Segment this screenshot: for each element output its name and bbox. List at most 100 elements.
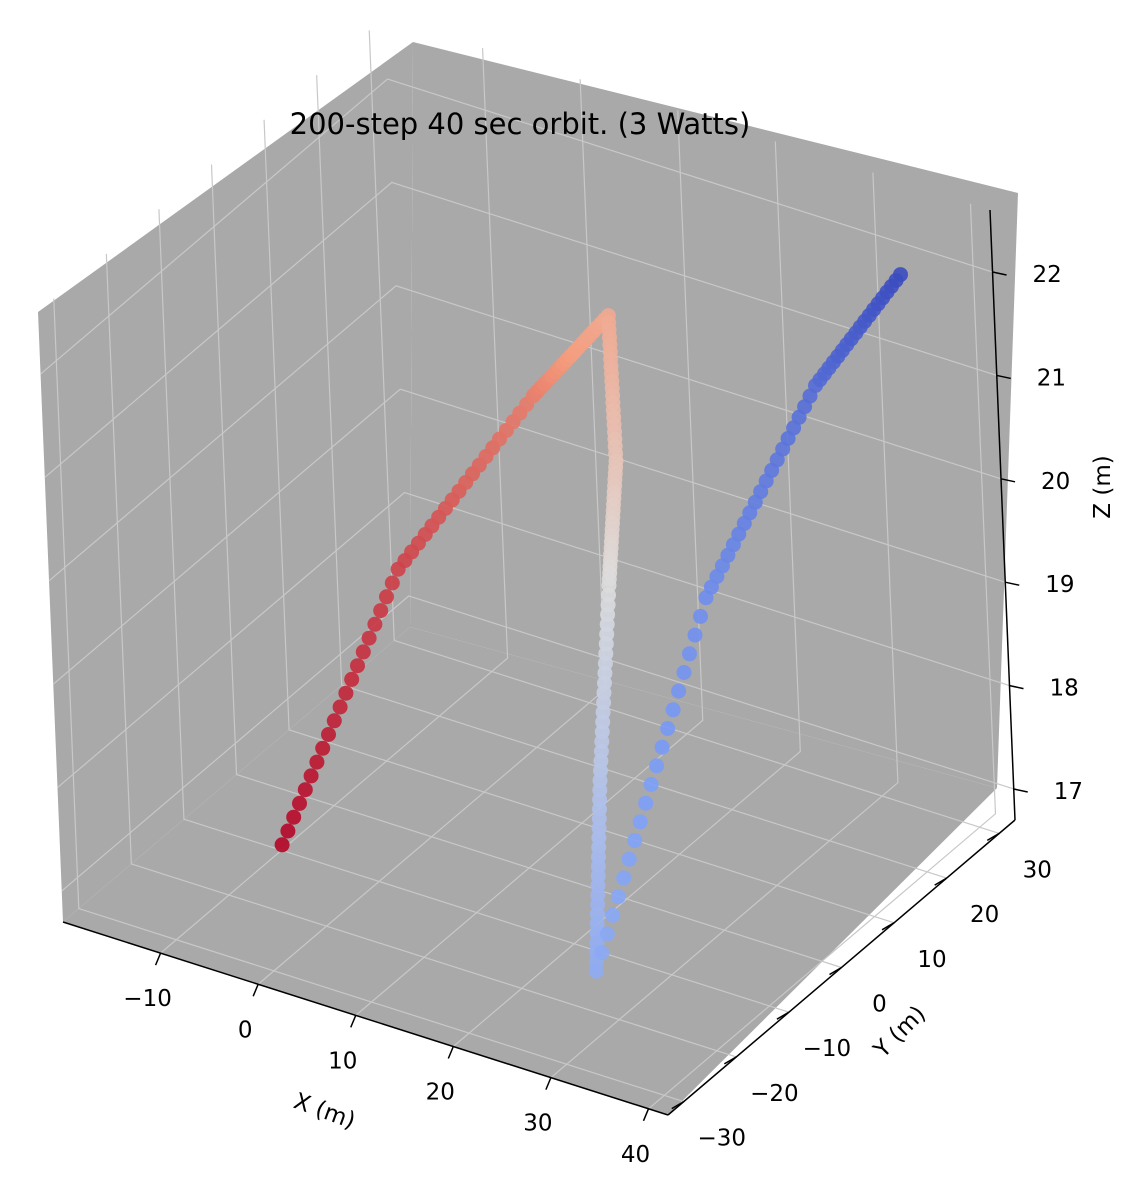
z-tick-label: 18	[1049, 676, 1078, 702]
y-gridline	[316, 75, 947, 879]
data-point	[297, 782, 313, 798]
y-tick-mark	[986, 832, 1000, 842]
y-tick-label: 10	[917, 947, 946, 973]
y-tick-mark	[671, 1100, 685, 1110]
z-tick-label: 21	[1037, 365, 1066, 391]
y-tick-label: −10	[803, 1036, 852, 1062]
z-tick-label: 22	[1033, 262, 1062, 288]
data-point	[373, 603, 389, 619]
x-gridline	[160, 48, 509, 954]
z-tick-mark	[1013, 788, 1028, 793]
data-point	[315, 740, 331, 756]
x-gridline	[648, 203, 997, 1110]
data-point	[274, 837, 290, 853]
y-tick-mark	[723, 1056, 737, 1065]
data-point	[687, 627, 703, 643]
data-point	[338, 685, 354, 701]
data-point	[627, 833, 643, 848]
z-axis-line	[989, 209, 1016, 821]
x-tick-label: 30	[523, 1111, 552, 1137]
z-gridline	[44, 181, 997, 478]
y-tick-label: −30	[697, 1126, 746, 1152]
y-gridline	[210, 164, 842, 969]
data-point	[594, 945, 610, 961]
data-point	[660, 721, 676, 736]
y-gridline	[368, 30, 1000, 834]
y-gridline	[105, 253, 737, 1058]
x-tick-label: 40	[621, 1142, 650, 1168]
data-point	[280, 823, 296, 839]
y-tick-mark	[934, 877, 948, 886]
data-point	[693, 608, 708, 624]
x-gridline	[550, 172, 899, 1079]
data-point	[632, 814, 648, 830]
x-tick-mark	[350, 1015, 357, 1028]
data-point	[344, 671, 360, 687]
data-point	[286, 809, 302, 825]
y-tick-label: 0	[872, 992, 887, 1018]
data-point	[326, 713, 342, 729]
data-points	[274, 267, 908, 979]
data-point	[605, 907, 621, 923]
y-tick-label: 20	[970, 902, 999, 928]
data-point	[621, 851, 637, 867]
floor-pane	[63, 627, 997, 1115]
x-tick-label: −10	[123, 986, 172, 1012]
data-point	[676, 665, 692, 680]
y-gridline	[263, 119, 895, 924]
x-tick-label: 0	[238, 1017, 253, 1043]
x-axis-line	[62, 921, 669, 1116]
x-tick-label: 10	[328, 1048, 357, 1074]
data-point	[616, 870, 632, 886]
y-tick-label: −20	[750, 1081, 799, 1107]
data-point	[599, 926, 615, 942]
y-gridline	[158, 209, 790, 1013]
data-point	[384, 575, 400, 591]
z-axis-label: Z (m)	[1090, 455, 1116, 518]
z-tick-mark	[1000, 478, 1016, 483]
z-tick-mark	[1009, 684, 1024, 690]
x-tick-mark	[642, 1108, 650, 1122]
x-tick-label: 20	[426, 1080, 455, 1106]
x-gridline	[452, 141, 801, 1047]
data-point	[361, 630, 377, 646]
z-tick-label: 17	[1054, 779, 1083, 805]
data-point	[379, 589, 394, 605]
y-tick-mark	[776, 1011, 790, 1020]
data-point	[682, 646, 697, 662]
data-point	[303, 768, 319, 784]
chart-title: 200-step 40 sec orbit. (3 Watts)	[290, 107, 751, 141]
x-axis-label: X (m)	[290, 1088, 358, 1134]
data-point	[671, 683, 687, 699]
data-point	[610, 889, 626, 905]
data-point	[638, 795, 654, 811]
data-point	[355, 644, 371, 660]
x-tick-mark	[545, 1077, 552, 1090]
data-point	[292, 795, 307, 811]
data-point	[665, 702, 681, 718]
back-left-pane	[38, 42, 413, 922]
data-point	[309, 754, 325, 770]
data-point	[321, 727, 336, 742]
x-gridline	[355, 110, 704, 1016]
z-gridline	[52, 388, 1006, 685]
z-tick-mark	[996, 374, 1011, 380]
z-tick-label: 20	[1041, 469, 1070, 495]
data-point	[332, 699, 348, 715]
y-tick-mark	[881, 922, 895, 931]
data-point	[893, 267, 908, 283]
x-tick-mark	[252, 983, 259, 997]
back-right-pane	[410, 42, 1018, 788]
x-tick-mark	[447, 1046, 455, 1059]
data-point	[588, 963, 604, 979]
z-gridline	[40, 78, 993, 375]
data-point	[367, 616, 383, 632]
data-point	[654, 739, 670, 755]
z-gridline	[57, 491, 1010, 789]
y-tick-label: 30	[1023, 857, 1052, 883]
z-tick-label: 19	[1045, 572, 1074, 598]
z-tick-mark	[1005, 581, 1020, 586]
data-point	[350, 658, 365, 674]
